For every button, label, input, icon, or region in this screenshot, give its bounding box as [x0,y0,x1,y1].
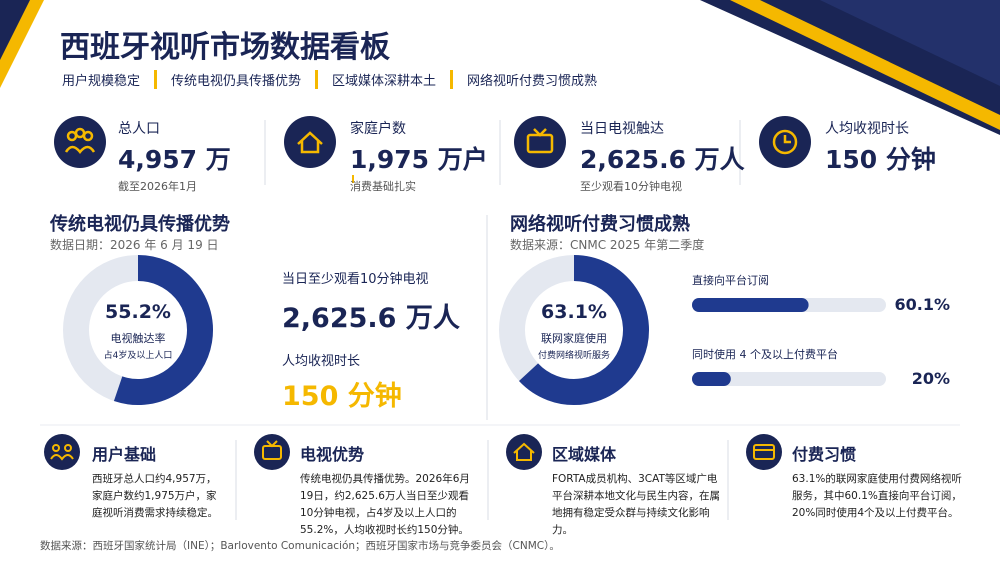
card-text: FORTA成员机构、3CAT等区域广电平台深耕本地文化与民生内容，在属地拥有稳定… [552,473,720,536]
fact-value: 2,625.6 万人 [282,303,460,334]
stat-value: 4,957 万 [118,145,231,174]
stat-label: 人均收视时长 [825,121,909,137]
stat-note: 消费基础扎实 [350,180,416,193]
card-text: 传统电视仍具传播优势。2026年6月19日，约2,625.6万人当日至少观看10… [300,473,470,536]
tag: 用户规模稳定 [62,74,141,89]
card-text: 63.1%的联网家庭使用付费网络视听服务，其中60.1%直接向平台订阅，20%同… [792,473,962,519]
fact-label: 当日至少观看10分钟电视 [282,272,429,287]
bar-label: 直接向平台订阅 [692,273,769,287]
stat-label: 当日电视触达 [580,121,664,137]
stat-label: 总人口 [118,121,160,137]
footer: 数据来源：西班牙国家统计局（INE）；Barlovento Comunicaci… [40,540,560,552]
tag: 网络视听付费习惯成熟 [450,70,611,89]
stat: 当日电视触达 2,625.6 万人 至少观看10分钟电视 [580,118,745,194]
card-text: 西班牙总人口约4,957万，家庭户数约1,975万户，家庭视听消费需求持续稳定。 [92,473,218,519]
bar [692,372,731,386]
card-title: 用户基础 [92,445,157,464]
section-title: 网络视听付费习惯成熟 [510,214,690,235]
section-title: 传统电视仍具传播优势 [50,214,230,235]
stat-value: 1,975 万户 [350,145,488,174]
stat: 总人口 4,957 万 截至2026年1月 [118,118,231,194]
card-title: 付费习惯 [792,445,857,464]
stat-value: 150 分钟 [825,145,936,174]
tag: 区域媒体深耕本土 [315,70,450,89]
section-subtitle: 数据来源：CNMC 2025 年第二季度 [510,238,705,252]
tag: 传统电视仍具传播优势 [154,70,315,89]
donut-label: 电视触达率 [111,331,166,345]
donut-arc [519,255,649,405]
stat: 人均收视时长 150 分钟 [825,118,936,176]
card: 用户基础 西班牙总人口约4,957万，家庭户数约1,975万户，家庭视听消费需求… [92,441,222,522]
tag-row: 用户规模稳定 传统电视仍具传播优势 区域媒体深耕本土 网络视听付费习惯成熟 [62,70,611,89]
card: 电视优势 传统电视仍具传播优势。2026年6月19日，约2,625.6万人当日至… [300,441,478,539]
bar-value: 60.1% [894,295,950,314]
stat-value: 2,625.6 万人 [580,145,745,174]
card: 区域媒体 FORTA成员机构、3CAT等区域广电平台深耕本地文化与民生内容，在属… [552,441,720,539]
bar-value: 20% [912,369,950,388]
card-title: 区域媒体 [552,445,617,464]
donut-value: 63.1% [541,301,607,323]
fact-value: 150 分钟 [282,381,402,412]
donut-note: 占4岁及以上人口 [104,349,173,361]
card: 付费习惯 63.1%的联网家庭使用付费网络视听服务，其中60.1%直接向平台订阅… [792,441,970,522]
stat-note: 至少观看10分钟电视 [580,180,682,193]
donut-label: 联网家庭使用 [541,331,607,345]
donut-note: 付费网络视听服务 [538,349,610,361]
section-subtitle: 数据日期：2026 年 6 月 19 日 [50,238,219,252]
bar-label: 同时使用 4 个及以上付费平台 [692,347,838,361]
stat: 家庭户数 1,975 万户 消费基础扎实 [350,118,488,194]
stat-note: 截至2026年1月 [118,180,197,193]
donut-arc [113,255,213,405]
card-title: 电视优势 [300,445,365,464]
fact-label: 人均收视时长 [282,354,361,369]
stat-label: 家庭户数 [350,121,406,137]
bar-track [692,372,886,386]
bar [692,298,809,312]
page-title: 西班牙视听市场数据看板 [60,30,390,65]
donut-value: 55.2% [105,301,171,323]
